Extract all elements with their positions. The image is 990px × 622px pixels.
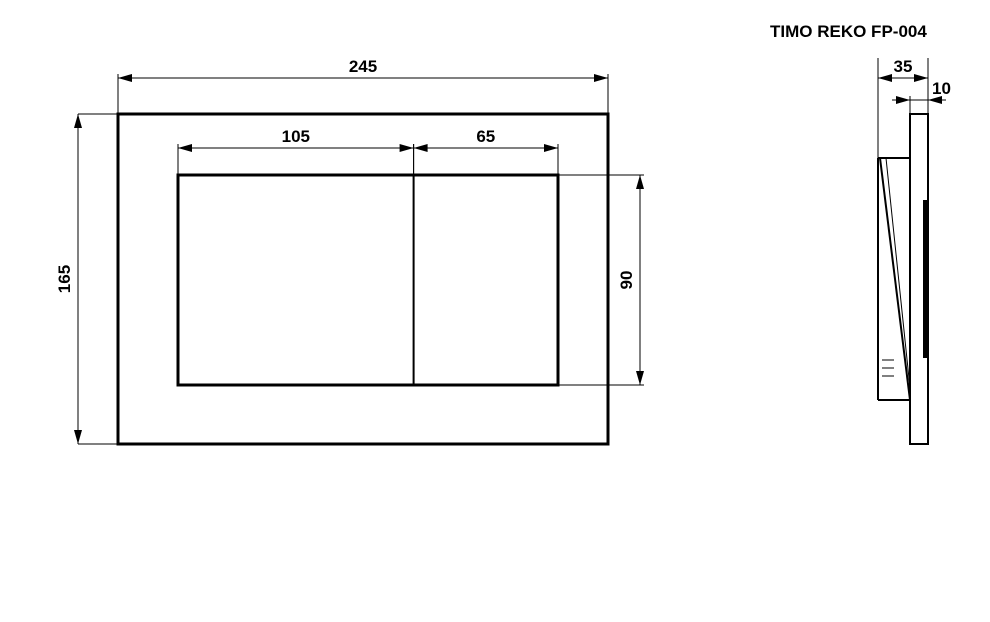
drawing-canvas: TIMO REKO FP-004 245 105 65 165 90 35 10 [0, 0, 990, 622]
dimension-label: 105 [282, 127, 310, 146]
arrowhead [594, 74, 608, 82]
arrowhead [74, 114, 82, 128]
dimension-label: 245 [349, 57, 377, 76]
dimension-label: 35 [894, 57, 913, 76]
dimension-label: 65 [476, 127, 495, 146]
arrowhead [400, 144, 414, 152]
arrowhead [878, 74, 892, 82]
dimension-label: 90 [617, 271, 636, 290]
arrowhead [178, 144, 192, 152]
side-wedge-outer [880, 158, 910, 400]
arrowhead [414, 144, 428, 152]
arrowhead [914, 74, 928, 82]
front-outer-rect [118, 114, 608, 444]
arrowhead [636, 175, 644, 189]
drawing-title: TIMO REKO FP-004 [770, 22, 927, 42]
front-inner-rect [178, 175, 558, 385]
arrowhead [636, 371, 644, 385]
dimension-label: 10 [932, 79, 951, 98]
side-wedge-inner [886, 158, 910, 388]
side-black-strip [923, 200, 928, 358]
arrowhead [118, 74, 132, 82]
arrowhead [544, 144, 558, 152]
technical-drawing-svg: 245 105 65 165 90 35 10 [0, 0, 990, 622]
dimension-label: 165 [55, 265, 74, 293]
arrowhead [74, 430, 82, 444]
